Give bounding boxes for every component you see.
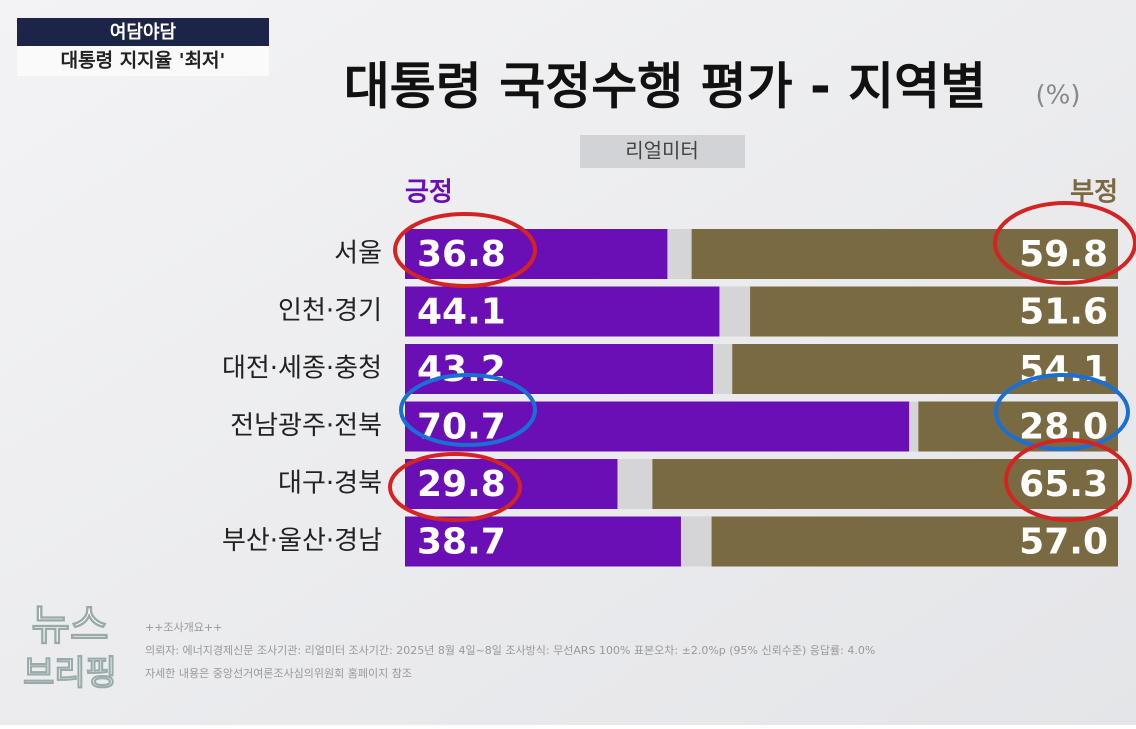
program-box <box>17 18 269 46</box>
category-label: 전남광주·전북 <box>230 411 382 441</box>
value-label: 36.8 <box>417 234 506 275</box>
value-label: 38.7 <box>417 522 506 563</box>
value-label: 29.8 <box>417 464 506 505</box>
blue-circle <box>399 373 537 447</box>
annotations <box>388 201 1136 522</box>
category-label: 인천·경기 <box>278 296 382 326</box>
bar-positive <box>405 459 618 509</box>
bar-negative <box>711 516 1118 567</box>
value-label: 54.1 <box>1019 349 1108 390</box>
unit: (%) <box>1036 81 1081 111</box>
bar-negative <box>732 344 1118 394</box>
red-circle <box>993 201 1136 285</box>
value-label: 57.0 <box>1019 522 1108 563</box>
legend-positive: 긍정 <box>405 178 453 208</box>
chart-title: 대통령 국정수행 평가 - 지역별 <box>344 58 986 116</box>
category-label: 대구·경북 <box>278 469 382 499</box>
program: 여담야담 <box>110 22 177 43</box>
red-circle <box>393 212 537 288</box>
logo: 브리핑 <box>23 654 117 694</box>
bar-negative <box>691 229 1118 279</box>
footnote: 의뢰자: 에너지경제신문 조사기관: 리얼미터 조사기간: 2025년 8월 4… <box>145 643 875 657</box>
category-label: 부산·울산·경남 <box>222 526 382 556</box>
bar-positive <box>405 344 714 394</box>
source: 리얼미터 <box>625 139 699 163</box>
value-label: 43.2 <box>417 349 506 390</box>
blue-circle <box>994 373 1130 451</box>
footnote: 자세한 내용은 중앙선거여론조사심의위원회 홈페이지 참조 <box>145 666 412 680</box>
value-label: 65.3 <box>1019 464 1108 505</box>
bar-positive <box>405 516 681 567</box>
footnote: ++조사개요++ <box>145 621 222 634</box>
bar-positive <box>405 286 720 337</box>
category-label: 서울 <box>334 239 382 269</box>
headline: 대통령 지지율 '최저' <box>61 50 226 72</box>
red-circle <box>1004 438 1132 522</box>
bar-negative <box>750 286 1118 337</box>
value-label: 44.1 <box>417 292 506 333</box>
value-label: 51.6 <box>1019 292 1108 333</box>
red-circle <box>388 452 522 522</box>
bar-negative <box>652 459 1118 509</box>
source-box <box>580 135 745 168</box>
logo: 뉴스 <box>31 601 108 650</box>
value-label: 59.8 <box>1019 234 1108 275</box>
category-label: 대전·세종·충청 <box>222 354 382 384</box>
headline-box <box>17 46 269 76</box>
